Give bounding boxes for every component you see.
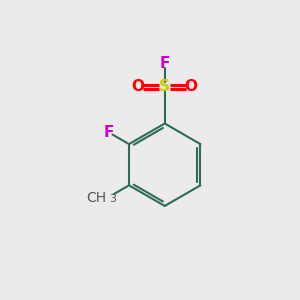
Text: F: F xyxy=(103,125,114,140)
Text: S: S xyxy=(159,79,170,94)
Text: O: O xyxy=(132,79,145,94)
Text: O: O xyxy=(185,79,198,94)
Text: F: F xyxy=(160,56,170,70)
Text: CH: CH xyxy=(86,191,106,205)
Text: 3: 3 xyxy=(109,194,116,204)
